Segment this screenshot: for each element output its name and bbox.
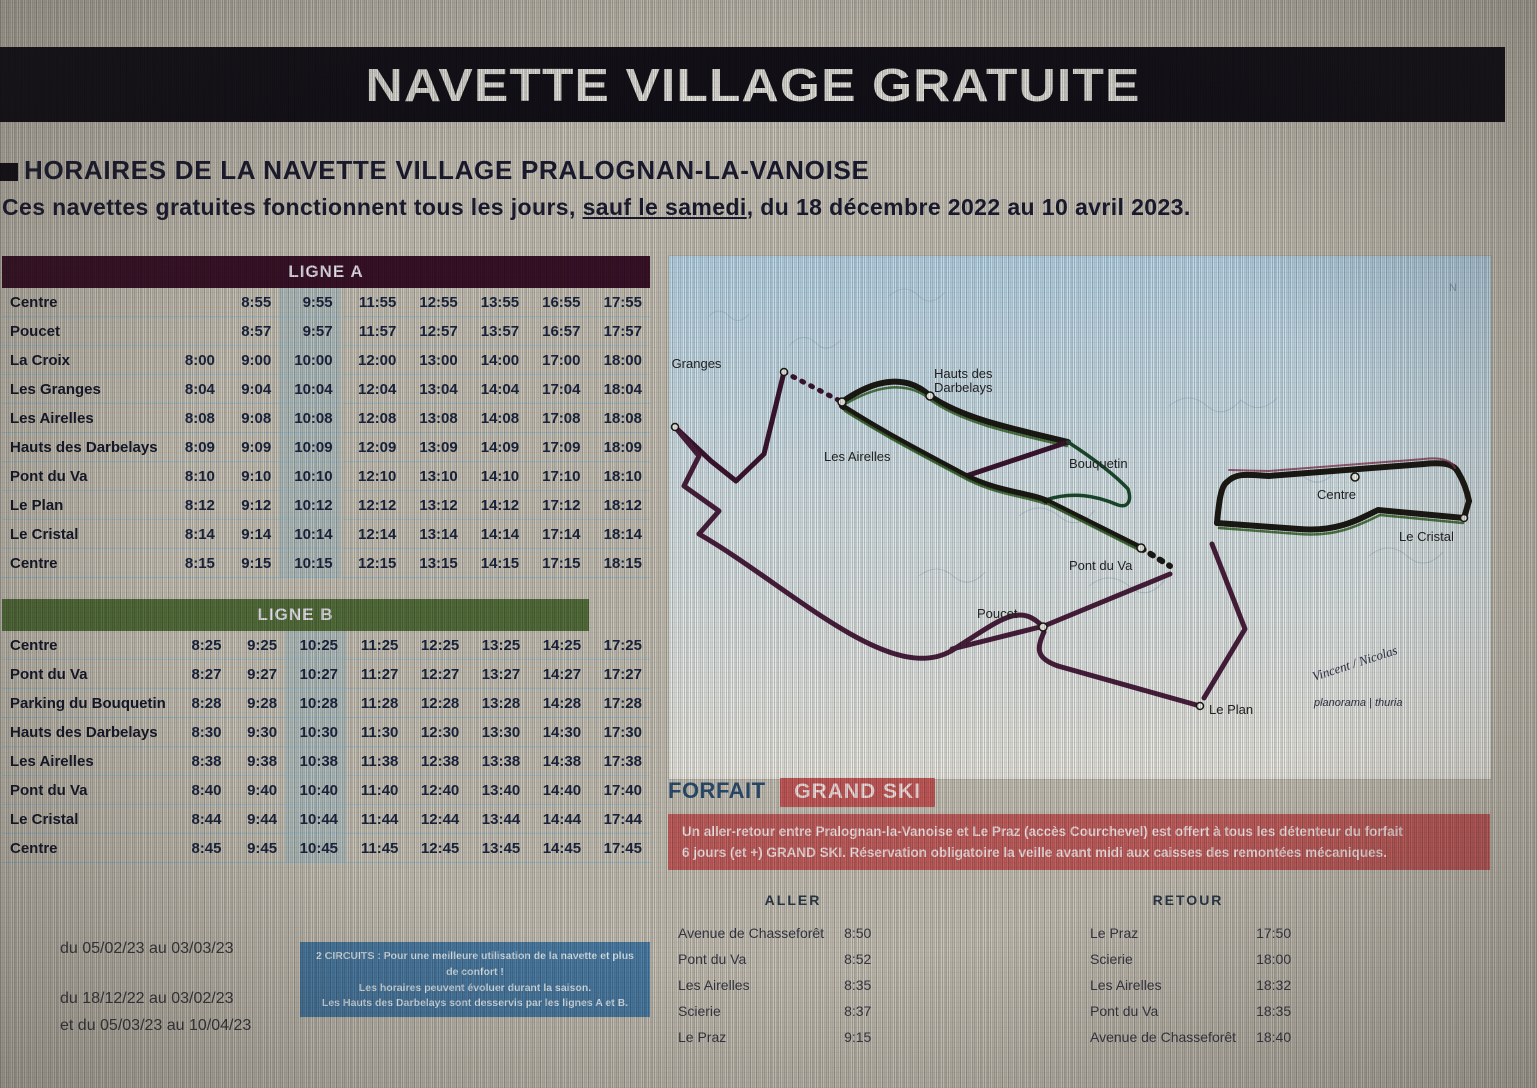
svg-text:N: N xyxy=(1449,282,1457,294)
svg-text:planorama | thuria: planorama | thuria xyxy=(1313,697,1402,709)
svg-text:Centre: Centre xyxy=(1317,487,1356,502)
svg-text:Le Plan: Le Plan xyxy=(1209,702,1253,717)
svg-text:Darbelays: Darbelays xyxy=(934,380,993,395)
svg-text:Les Granges: Les Granges xyxy=(669,356,722,371)
svg-text:Poucet: Poucet xyxy=(977,606,1018,621)
svg-text:Hauts des: Hauts des xyxy=(934,366,993,381)
svg-text:Le Cristal: Le Cristal xyxy=(1399,529,1454,544)
svg-text:Les Airelles: Les Airelles xyxy=(824,449,891,464)
svg-text:Bouquetin: Bouquetin xyxy=(1069,456,1128,471)
svg-text:Pont du Va: Pont du Va xyxy=(1069,558,1133,573)
